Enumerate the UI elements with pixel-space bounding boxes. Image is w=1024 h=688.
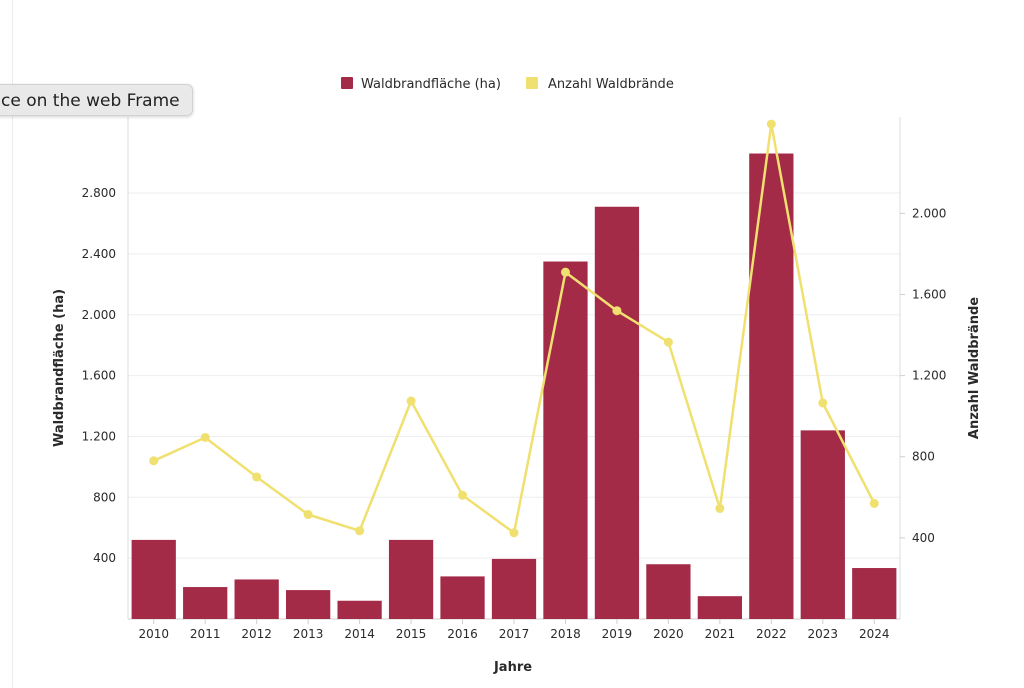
legend-swatch-line bbox=[526, 77, 538, 89]
y-tick-label: 1.200 bbox=[82, 429, 116, 443]
x-tick-label: 2017 bbox=[499, 627, 530, 641]
bar[interactable] bbox=[183, 587, 228, 619]
y2-tick-label: 1.200 bbox=[912, 369, 946, 383]
y2-axis-ticks: 400 800 1.200 1.600 2.000 bbox=[900, 206, 946, 545]
bar[interactable] bbox=[131, 539, 176, 619]
x-tick-label: 2012 bbox=[241, 627, 272, 641]
x-tick-label: 2018 bbox=[550, 627, 581, 641]
x-tick-label: 2010 bbox=[138, 627, 169, 641]
y2-tick-label: 2.000 bbox=[912, 206, 946, 220]
x-tick-label: 2021 bbox=[705, 627, 736, 641]
x-tick-label: 2023 bbox=[808, 627, 839, 641]
x-tick-label: 2024 bbox=[859, 627, 890, 641]
tooltip: ce on the web Frame bbox=[0, 84, 193, 116]
line-point[interactable] bbox=[200, 432, 210, 442]
bar[interactable] bbox=[852, 568, 897, 619]
line-point[interactable] bbox=[406, 396, 416, 406]
bar[interactable] bbox=[800, 430, 845, 619]
bar[interactable] bbox=[594, 206, 640, 619]
bar[interactable] bbox=[491, 558, 537, 619]
bar[interactable] bbox=[337, 600, 382, 619]
y2-tick-label: 1.600 bbox=[912, 287, 946, 301]
y2-tick-label: 400 bbox=[912, 531, 935, 545]
line-point[interactable] bbox=[663, 337, 673, 347]
line-point[interactable] bbox=[149, 456, 159, 466]
x-tick-label: 2014 bbox=[344, 627, 375, 641]
frame-divider bbox=[12, 0, 13, 688]
bar[interactable] bbox=[286, 590, 331, 619]
line-point[interactable] bbox=[303, 510, 313, 520]
x-tick-label: 2022 bbox=[756, 627, 787, 641]
line-series bbox=[149, 119, 879, 538]
bar[interactable] bbox=[388, 539, 434, 619]
line-point[interactable] bbox=[766, 119, 776, 129]
line-point[interactable] bbox=[458, 490, 468, 500]
y-tick-label: 2.000 bbox=[82, 308, 116, 322]
tooltip-text: ce on the web Frame bbox=[1, 91, 180, 111]
x-axis-ticks: 2010 2011 2012 2013 2014 2015 2016 2017 2018 2019… bbox=[138, 619, 890, 641]
legend-label-bar[interactable]: Waldbrandfläche (ha) bbox=[361, 77, 501, 92]
x-tick-label: 2019 bbox=[602, 627, 633, 641]
line-point[interactable] bbox=[715, 503, 725, 513]
legend-label-line[interactable]: Anzahl Waldbrände bbox=[548, 77, 674, 92]
y-tick-label: 400 bbox=[93, 551, 116, 565]
y-tick-label: 1.600 bbox=[82, 369, 116, 383]
line-point[interactable] bbox=[355, 526, 365, 536]
x-tick-label: 2015 bbox=[396, 627, 427, 641]
y-axis-title: Waldbrandfläche (ha) bbox=[52, 289, 67, 447]
x-axis-title: Jahre bbox=[493, 660, 532, 675]
bar[interactable] bbox=[440, 576, 485, 619]
x-tick-label: 2013 bbox=[293, 627, 324, 641]
line-point[interactable] bbox=[509, 528, 519, 538]
line-point[interactable] bbox=[560, 267, 570, 277]
bar-series bbox=[131, 153, 897, 619]
line-point[interactable] bbox=[818, 398, 828, 408]
y-axis-ticks: 400 800 1.200 1.600 2.000 2.400 2.800 bbox=[82, 186, 116, 565]
bar[interactable] bbox=[697, 596, 742, 619]
x-tick-label: 2020 bbox=[653, 627, 684, 641]
bar[interactable] bbox=[234, 579, 279, 619]
x-tick-label: 2011 bbox=[190, 627, 221, 641]
y-tick-label: 2.800 bbox=[82, 186, 116, 200]
line-point[interactable] bbox=[252, 472, 262, 482]
x-tick-label: 2016 bbox=[447, 627, 478, 641]
y-tick-label: 2.400 bbox=[82, 247, 116, 261]
legend-swatch-bar bbox=[341, 77, 353, 89]
bar[interactable] bbox=[543, 261, 588, 619]
line-point[interactable] bbox=[869, 498, 879, 508]
bar[interactable] bbox=[749, 153, 794, 619]
legend: Waldbrandfläche (ha) Anzahl Waldbrände bbox=[341, 77, 674, 92]
y2-axis-title: Anzahl Waldbrände bbox=[967, 297, 982, 439]
y2-tick-label: 800 bbox=[912, 450, 935, 464]
y-tick-label: 800 bbox=[93, 490, 116, 504]
bar[interactable] bbox=[646, 564, 691, 619]
line-point[interactable] bbox=[612, 306, 622, 316]
